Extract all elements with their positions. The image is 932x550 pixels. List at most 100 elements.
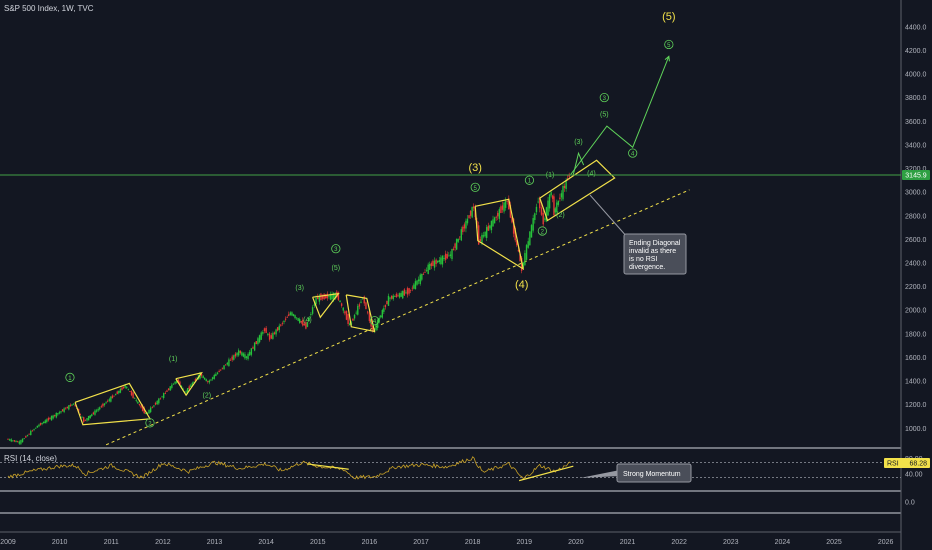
candle-body bbox=[124, 385, 126, 388]
price-tick-label: 2800.0 bbox=[905, 213, 927, 220]
candle-body bbox=[249, 351, 251, 356]
price-tick-label: 2200.0 bbox=[905, 284, 927, 291]
candle-body bbox=[275, 329, 277, 335]
candle-body bbox=[231, 356, 233, 360]
wave-label-19: (1) bbox=[169, 356, 178, 363]
candle-body bbox=[347, 314, 349, 325]
candle-body bbox=[39, 423, 42, 426]
candle-body bbox=[171, 384, 173, 388]
pattern-triangle-2012 bbox=[175, 371, 203, 397]
candle-body bbox=[535, 206, 538, 213]
candle-body bbox=[153, 405, 155, 407]
trend-line-layer bbox=[105, 189, 690, 446]
candle-body bbox=[241, 352, 243, 356]
candle-body bbox=[363, 296, 365, 304]
candle-body bbox=[417, 279, 420, 282]
candle-body bbox=[311, 307, 314, 314]
candle-body bbox=[508, 198, 510, 210]
wave-label-circle bbox=[628, 148, 638, 158]
candle-body bbox=[158, 398, 160, 404]
candle-body bbox=[286, 317, 288, 318]
candle-body bbox=[86, 418, 88, 421]
svg-text:RSI: RSI bbox=[887, 461, 899, 468]
candle-body bbox=[42, 421, 45, 424]
candle-body bbox=[509, 204, 512, 218]
strong-momentum-callout[interactable]: Strong Momentum bbox=[580, 463, 692, 483]
wave-label-circle bbox=[470, 182, 480, 192]
candle-body bbox=[519, 253, 521, 262]
time-tick-label: 2025 bbox=[826, 539, 842, 546]
candle-body bbox=[57, 413, 59, 415]
price-axis[interactable]: 1000.0 1200.0 1400.0 1600.0 1800.0 2000.0 2200… bbox=[905, 24, 927, 432]
rsi-zero-tick-label: 0.0 bbox=[905, 500, 915, 507]
candle-body bbox=[562, 185, 564, 200]
candle-body bbox=[390, 295, 393, 299]
candle-body bbox=[542, 212, 544, 225]
candle-body bbox=[218, 370, 220, 372]
candle-body bbox=[74, 404, 76, 406]
candle-body bbox=[511, 217, 513, 223]
candle-body bbox=[392, 295, 394, 300]
candle-body bbox=[265, 327, 267, 334]
candle-body bbox=[288, 314, 290, 316]
time-tick-label: 2024 bbox=[775, 539, 791, 546]
note-line-2: invalid as there bbox=[629, 248, 676, 255]
candle-body bbox=[550, 192, 552, 196]
candle-body bbox=[323, 293, 325, 300]
time-tick-label: 2017 bbox=[413, 539, 429, 546]
wave-label-circle bbox=[369, 316, 380, 326]
candle-body bbox=[468, 215, 470, 219]
ending-diagonal-callout[interactable]: Ending Diagonal invalid as there is no R… bbox=[589, 194, 687, 275]
candle-body bbox=[360, 301, 362, 303]
candle-body bbox=[443, 257, 445, 260]
candle-body bbox=[148, 409, 150, 414]
candle-body bbox=[69, 404, 72, 407]
chart-title: S&P 500 Index, 1W, TVC bbox=[4, 4, 94, 13]
candle-body bbox=[242, 353, 245, 357]
projection-arrow-head bbox=[664, 55, 670, 62]
candle-body bbox=[492, 219, 494, 227]
candle-body bbox=[357, 305, 359, 315]
strong-momentum-note: Strong Momentum bbox=[623, 471, 681, 478]
candle-body bbox=[41, 422, 43, 424]
candle-body bbox=[422, 273, 425, 275]
candle-body bbox=[451, 248, 453, 260]
candle-body bbox=[270, 335, 273, 339]
candle-body bbox=[353, 315, 356, 319]
projection-spike bbox=[572, 151, 585, 175]
candle-body bbox=[47, 418, 50, 421]
candle-body bbox=[15, 440, 17, 443]
candle-body bbox=[237, 350, 240, 356]
candle-body bbox=[551, 195, 554, 199]
candle-body bbox=[33, 429, 35, 431]
candle-body bbox=[540, 207, 543, 215]
pattern-ending-diagonal-2019 bbox=[539, 159, 616, 222]
candle-body bbox=[460, 229, 462, 241]
candle-body bbox=[137, 401, 139, 404]
candle-body bbox=[500, 206, 502, 213]
price-tick-label: 2600.0 bbox=[905, 237, 927, 244]
candle-body bbox=[190, 385, 192, 387]
price-tick-label: 1800.0 bbox=[905, 331, 927, 338]
candle-body bbox=[493, 217, 496, 224]
wave-label-20: 1 bbox=[68, 376, 72, 382]
candle-body bbox=[280, 324, 282, 326]
candle-body bbox=[162, 393, 165, 398]
candle-body bbox=[121, 387, 123, 390]
candle-body bbox=[72, 403, 75, 405]
time-tick-label: 2018 bbox=[465, 539, 481, 546]
candle-body bbox=[268, 333, 271, 340]
candle-body bbox=[331, 293, 333, 300]
candle-body bbox=[405, 292, 407, 294]
projection-layer bbox=[570, 55, 670, 175]
candle-body bbox=[229, 359, 232, 361]
candle-body bbox=[471, 206, 473, 218]
candle-body bbox=[557, 200, 560, 205]
candle-body bbox=[425, 270, 428, 271]
candle-body bbox=[247, 353, 249, 360]
candle-body bbox=[210, 379, 212, 381]
time-tick-label: 2026 bbox=[878, 539, 894, 546]
candle-body bbox=[87, 416, 90, 421]
time-axis[interactable]: 2009 2010 2011 2012 2013 2014 2015 2016 2017 2018… bbox=[0, 539, 893, 546]
